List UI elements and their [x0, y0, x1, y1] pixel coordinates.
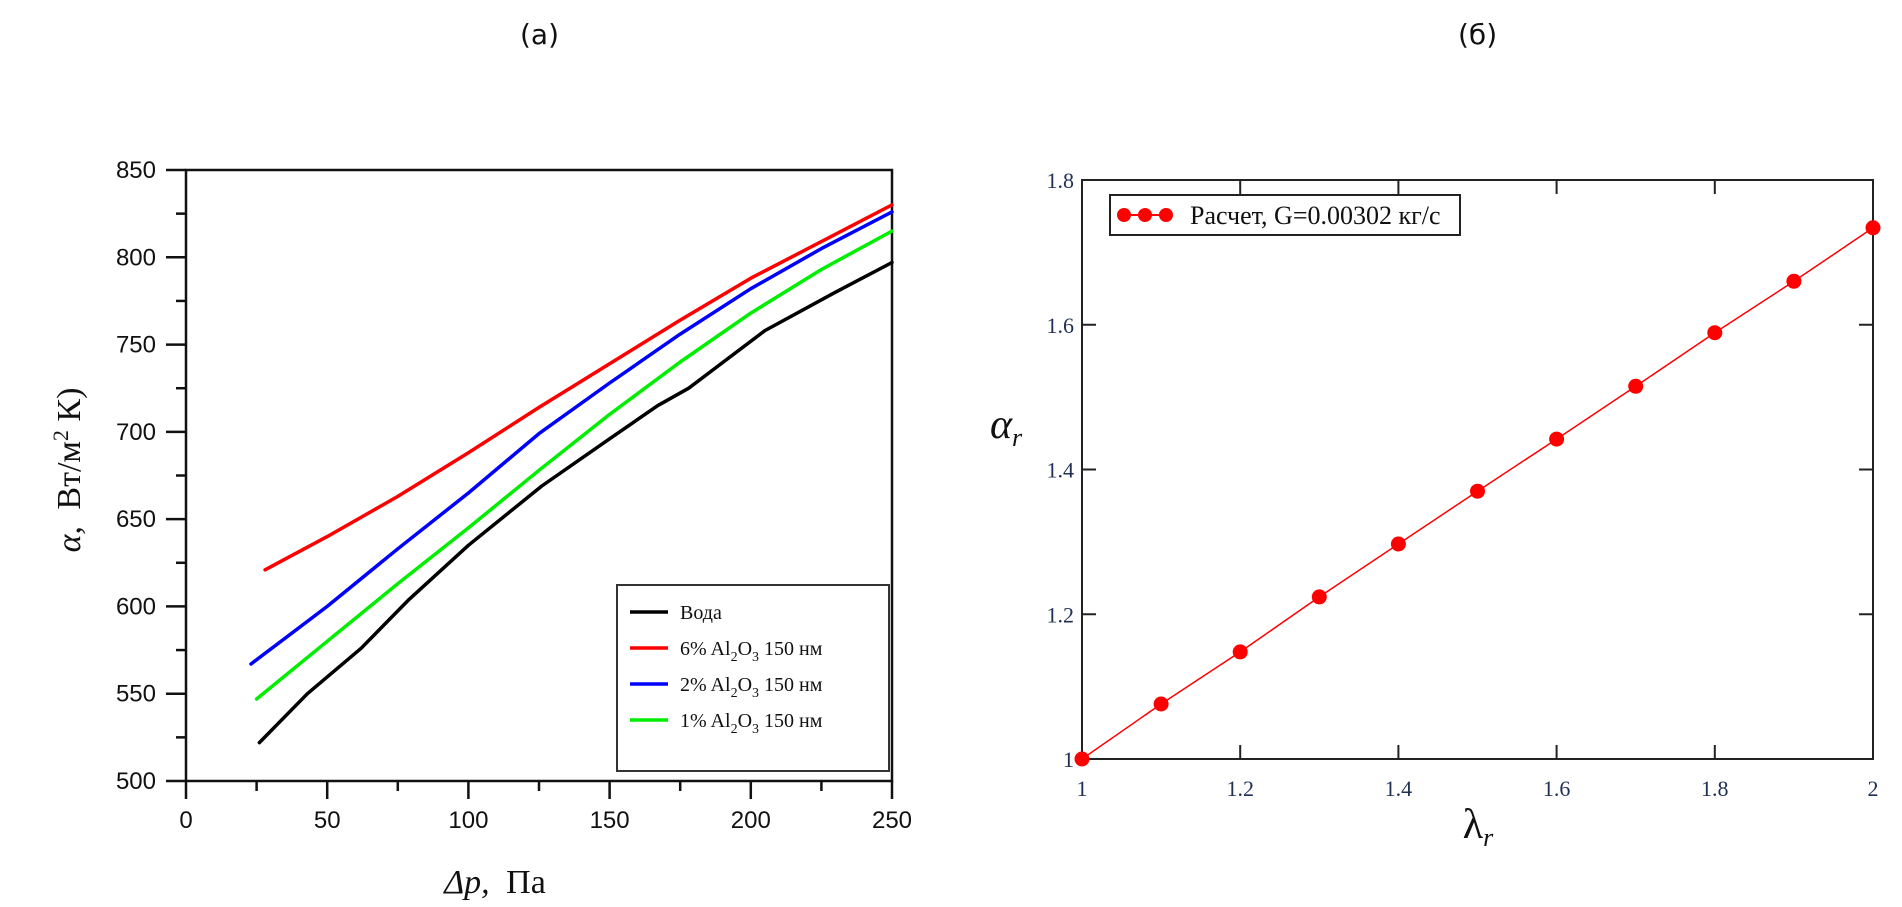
data-point [1470, 483, 1485, 499]
data-point [1549, 431, 1565, 447]
panel-label-a: (a) [520, 18, 560, 51]
chart-b-xlabel-main: λ [1463, 802, 1484, 848]
data-point [1707, 325, 1723, 341]
legend-label: Вода [680, 602, 722, 624]
chart-a-xlabel-symbol: Δp, [442, 864, 489, 901]
chart-a-ylabel-sup: 2 [48, 430, 73, 441]
y-tick-label: 1.2 [1047, 602, 1075, 627]
y-tick-label: 650 [116, 506, 156, 533]
data-point [1311, 589, 1327, 605]
chart-b-y-axis-title: αr [990, 402, 1023, 452]
chart-a-ylabel-tail: К) [51, 388, 88, 431]
chart-a-xlabel-unit: Па [506, 864, 546, 901]
chart-b-legend: Расчет, G=0.00302 кг/с [1109, 194, 1461, 236]
y-tick-label: 1.8 [1047, 168, 1075, 193]
series-line [263, 203, 894, 572]
chart-a-ylabel-symbol: α, [51, 526, 88, 552]
y-tick-label: 500 [116, 768, 156, 795]
x-tick-label: 200 [731, 807, 771, 834]
series-line [249, 210, 894, 666]
y-tick-label: 800 [116, 244, 156, 271]
chart-b-y-ticks: 1 1.2 1.4 1.6 1.8 [1047, 168, 1873, 772]
legend-label: 6% Al2O3 150 нм [680, 638, 823, 665]
x-tick-label: 2 [1868, 776, 1879, 801]
chart-a-legend: Вода 6% Al2O3 150 нм 2% Al2O3 150 нм 1% Al2… [616, 584, 890, 772]
y-tick-label: 550 [116, 681, 156, 708]
chart-b-legend-marker [1159, 208, 1173, 222]
chart-b-legend-label: Расчет, G=0.00302 кг/с [1190, 201, 1441, 230]
x-tick-label: 100 [448, 807, 488, 834]
data-point [1232, 644, 1248, 660]
data-point [1628, 378, 1644, 394]
chart-b-ylabel-main: α [990, 402, 1013, 448]
series-line [257, 260, 894, 745]
chart-b-legend-marker [1138, 208, 1152, 222]
y-tick-label: 1.4 [1047, 458, 1075, 483]
x-tick-label: 1 [1077, 776, 1088, 801]
data-point [1074, 751, 1090, 767]
y-tick-label: 1 [1063, 747, 1074, 772]
x-tick-label: 1.4 [1385, 776, 1413, 801]
chart-a: 0 50 100 150 200 250 500 550 600 650 700 750 800 850… [48, 157, 912, 901]
chart-a-series [249, 203, 894, 745]
y-tick-label: 750 [116, 332, 156, 359]
y-tick-label: 1.6 [1047, 313, 1075, 338]
data-point [1153, 696, 1169, 712]
chart-a-y-axis-title: α, Вт/м2 К) [48, 388, 88, 553]
y-tick-label: 600 [116, 593, 156, 620]
chart-a-ylabel-unit: Вт/м [51, 441, 88, 510]
x-tick-label: 50 [314, 807, 341, 834]
chart-b-x-axis-title: λr [1463, 802, 1494, 852]
chart-a-legend-box [616, 584, 890, 772]
chart-b-x-ticks: 1 1.2 1.4 1.6 1.8 2 [1077, 180, 1879, 801]
legend-label: 1% Al2O3 150 нм [680, 710, 823, 737]
data-point [1865, 220, 1881, 236]
chart-a-x-axis-title: Δp, Па [442, 864, 546, 901]
series-line [254, 229, 894, 701]
chart-b: 1 1.2 1.4 1.6 1.8 2 1 1.2 1.4 1.6 1.8 Расчет, G=0… [990, 168, 1881, 852]
y-tick-label: 700 [116, 419, 156, 446]
x-tick-label: 0 [179, 807, 192, 834]
chart-a-y-ticks: 500 550 600 650 700 750 800 850 [116, 157, 186, 795]
x-tick-label: 1.8 [1701, 776, 1729, 801]
data-point [1390, 536, 1406, 552]
legend-label: 2% Al2O3 150 нм [680, 674, 823, 701]
chart-b-xlabel-sub: r [1483, 823, 1494, 852]
x-tick-label: 1.2 [1226, 776, 1254, 801]
y-tick-label: 850 [116, 157, 156, 184]
chart-b-ylabel-sub: r [1012, 423, 1023, 452]
chart-b-legend-marker [1117, 208, 1131, 222]
x-tick-label: 1.6 [1543, 776, 1571, 801]
data-point [1786, 273, 1802, 289]
panel-label-b: (б) [1458, 18, 1498, 51]
chart-b-plot-frame [1081, 179, 1874, 760]
x-tick-label: 250 [872, 807, 912, 834]
chart-b-series [1074, 220, 1881, 767]
x-tick-label: 150 [590, 807, 630, 834]
chart-a-x-ticks: 0 50 100 150 200 250 [179, 781, 912, 834]
